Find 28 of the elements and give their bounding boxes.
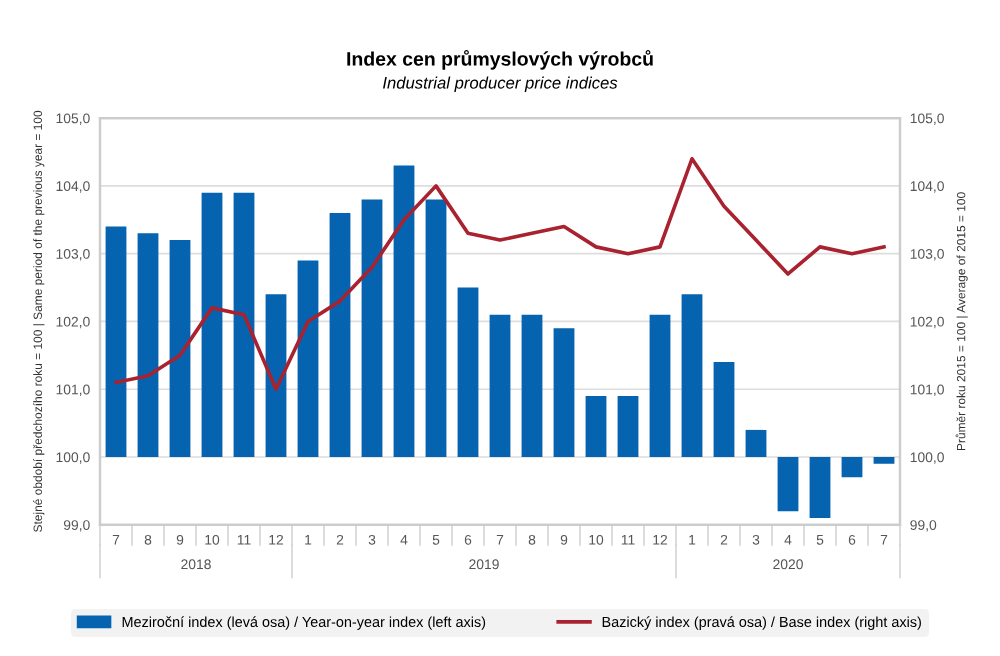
bar	[553, 328, 575, 458]
bar	[873, 457, 895, 464]
bar	[233, 192, 255, 458]
bar	[105, 226, 127, 458]
line-series	[114, 156, 886, 392]
bar	[809, 457, 831, 519]
bar	[457, 287, 479, 458]
bar	[169, 240, 191, 458]
bar	[841, 457, 863, 478]
bar	[777, 457, 799, 512]
bar	[297, 260, 319, 458]
bar	[361, 199, 383, 458]
bar	[521, 314, 543, 458]
bar	[137, 233, 159, 458]
bar	[329, 212, 351, 458]
chart-subtitle: Industrial producer price indices	[383, 76, 618, 93]
bar	[201, 192, 223, 458]
bar	[425, 199, 447, 458]
bar	[745, 429, 767, 458]
bar	[649, 314, 671, 458]
bar	[713, 362, 735, 458]
bar	[617, 396, 639, 458]
bar	[265, 294, 287, 458]
chart-title: Index cen průmyslových výrobců	[347, 49, 653, 70]
bar	[681, 294, 703, 458]
bar	[393, 165, 415, 458]
bar	[585, 396, 607, 458]
bar	[489, 314, 511, 458]
